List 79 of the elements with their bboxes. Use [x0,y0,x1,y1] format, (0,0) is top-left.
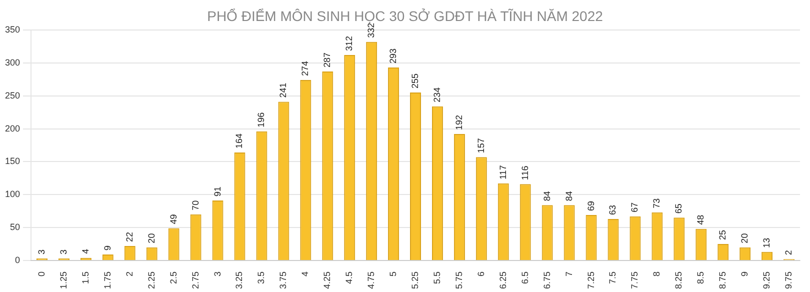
x-tick-label: 9.75 [784,271,794,290]
x-tick-label: 9 [740,271,750,276]
x-tick-label: 2.25 [146,271,156,290]
x-tick-label: 8.25 [674,271,684,290]
data-label: 84 [564,191,574,202]
x-tick-label: 1.5 [80,271,90,284]
data-label: 234 [432,87,442,102]
data-label: 20 [146,233,156,244]
data-label: 13 [762,238,772,248]
chart-title: PHỔ ĐIỂM MÔN SINH HỌC 30 SỞ GDĐT HÀ TĨNH NĂM 2022 [206,8,604,24]
data-label: 48 [696,214,706,225]
x-tick-label: 6.25 [498,271,508,290]
data-label: 116 [520,166,530,180]
x-tick-label: 5.5 [432,271,442,284]
x-tick-label: 6 [476,271,486,276]
x-tick-label: 1.25 [58,271,68,290]
y-tick-label: 50 [10,222,20,232]
data-label: 4 [80,248,90,254]
data-label: 164 [234,133,244,148]
y-tick-label: 200 [4,123,20,134]
data-label: 332 [366,22,376,38]
x-tick-label: 4 [300,271,310,276]
data-label: 241 [278,82,288,98]
data-label: 312 [344,36,354,52]
x-tick-label: 2.75 [190,271,200,290]
data-label: 196 [256,112,266,128]
x-tick-label: 2.5 [168,271,178,284]
x-tick-label: 5.25 [410,271,420,290]
x-tick-label: 2 [124,271,134,276]
data-label: 117 [498,165,508,180]
x-tick-label: 4.5 [344,271,354,284]
data-label: 25 [718,230,728,240]
data-label: 49 [168,214,178,224]
x-tick-label: 1.75 [102,271,112,290]
x-tick-label: 8.75 [718,271,728,290]
x-tick-label: 5.75 [454,271,464,290]
data-label: 84 [542,191,552,202]
y-tick-label: 100 [4,189,20,200]
x-tick-label: 3.25 [234,271,244,290]
x-tick-label: 8.5 [696,271,706,284]
x-tick-label: 6.5 [520,271,530,284]
x-tick-label: 7 [564,271,574,276]
x-tick-label: 3.75 [278,271,288,290]
data-label: 3 [36,249,46,255]
x-tick-label: 3 [212,271,222,276]
data-label: 9 [102,246,112,251]
x-tick-label: 8 [652,271,662,276]
x-tick-label: 7.25 [586,271,596,290]
data-label: 65 [674,204,684,214]
x-tick-label: 4.25 [322,271,332,290]
x-tick-label: 6.75 [542,271,552,290]
data-label: 22 [124,232,134,242]
data-label: 69 [586,201,596,212]
x-tick-label: 5 [388,271,398,276]
y-tick-label: 0 [15,254,20,265]
data-label: 3 [58,249,68,255]
data-label: 63 [608,204,618,215]
data-label: 67 [630,202,640,212]
data-label: 91 [212,186,222,197]
data-label: 255 [410,74,420,89]
data-label: 192 [454,115,464,130]
data-label: 20 [740,233,750,244]
data-label: 287 [322,52,332,68]
x-tick-label: 7.75 [630,271,640,290]
y-tick-label: 300 [4,57,20,68]
x-tick-label: 7.5 [608,271,618,284]
x-tick-label: 0 [36,271,46,276]
y-tick-label: 150 [4,156,20,166]
data-label: 293 [388,48,398,64]
data-label: 73 [652,198,662,208]
x-tick-label: 4.75 [366,271,376,290]
data-label: 70 [190,200,200,210]
data-label: 157 [476,138,486,154]
y-tick-label: 350 [4,24,20,34]
data-label: 274 [300,61,310,76]
x-tick-label: 3.5 [256,271,266,284]
data-label: 2 [784,250,794,256]
x-tick-label: 9.25 [762,271,772,290]
y-tick-label: 250 [4,90,20,100]
